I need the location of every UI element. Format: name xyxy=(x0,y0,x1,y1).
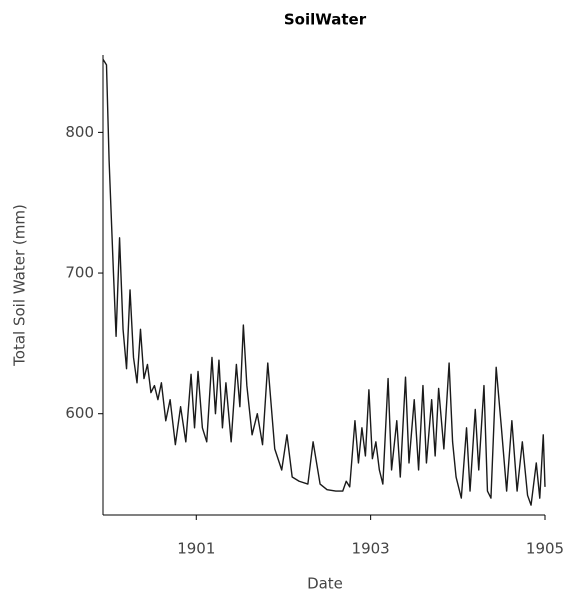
x-axis-label: Date xyxy=(307,575,343,593)
x-tick-label: 1905 xyxy=(526,540,564,558)
x-tick-label: 1901 xyxy=(177,540,215,558)
y-tick-label: 800 xyxy=(65,123,94,141)
y-axis-label: Total Soil Water (mm) xyxy=(11,204,29,367)
x-tick-label: 1903 xyxy=(352,540,390,558)
y-tick-label: 600 xyxy=(65,404,94,422)
chart-title: SoilWater xyxy=(284,11,367,29)
y-tick-label: 700 xyxy=(65,264,94,282)
data-line xyxy=(102,58,546,506)
